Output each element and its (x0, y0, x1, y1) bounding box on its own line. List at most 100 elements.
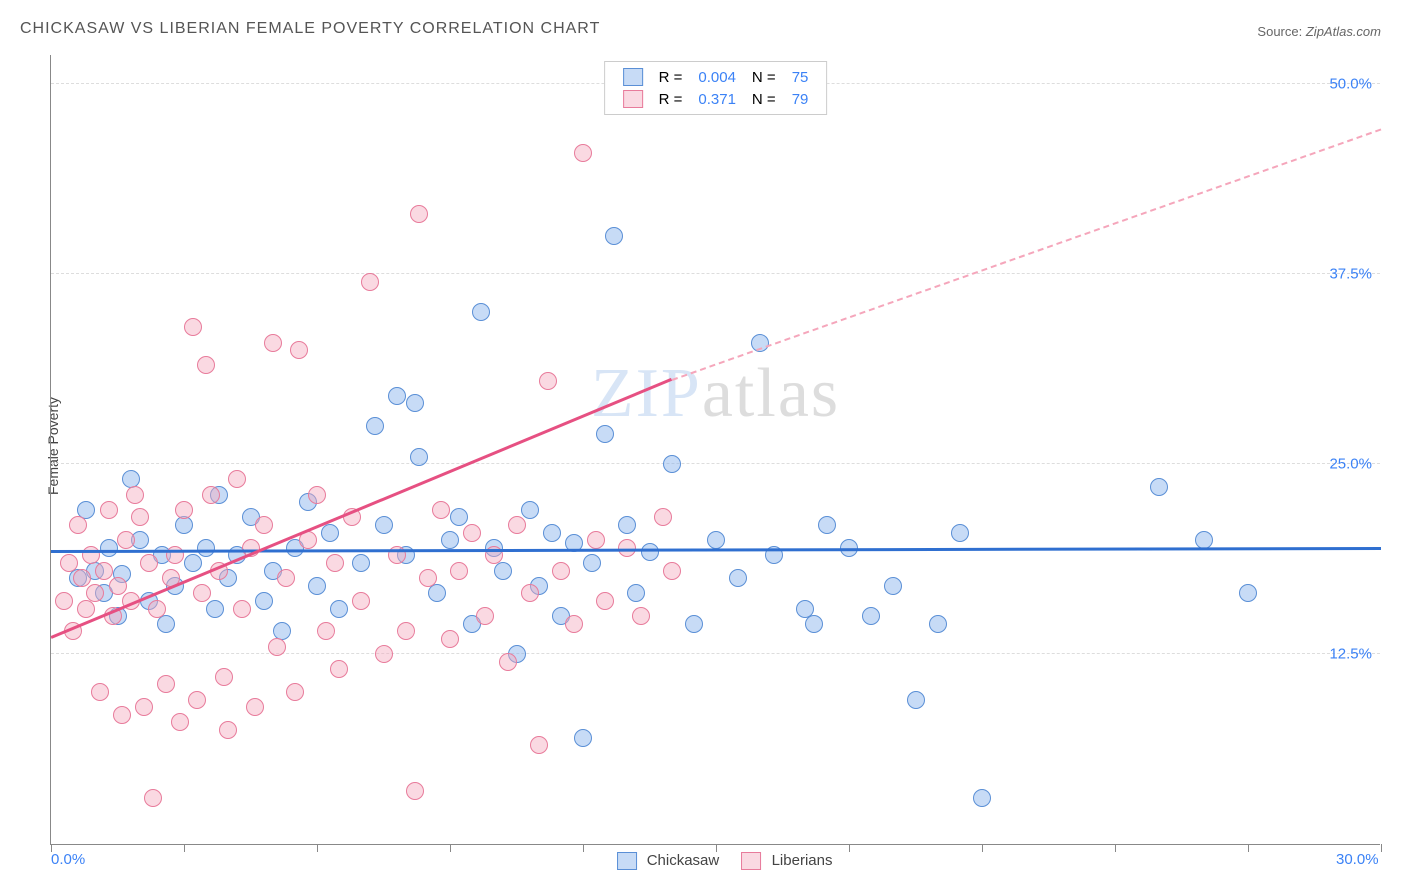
trend-line-dashed (671, 128, 1381, 381)
ytick-label: 50.0% (1329, 76, 1372, 93)
point-liberians (361, 273, 379, 291)
point-liberians (596, 592, 614, 610)
point-liberians (246, 698, 264, 716)
point-liberians (308, 486, 326, 504)
point-liberians (255, 516, 273, 534)
point-liberians (463, 524, 481, 542)
point-chickasaw (410, 448, 428, 466)
point-liberians (552, 562, 570, 580)
point-chickasaw (197, 539, 215, 557)
point-chickasaw (450, 508, 468, 526)
scatter-plot-area: ZIPatlas R =0.004 N =75 R =0.371 N =79 C… (50, 55, 1380, 845)
watermark: ZIPatlas (591, 354, 840, 434)
xtick (716, 844, 717, 852)
point-liberians (587, 531, 605, 549)
point-chickasaw (729, 569, 747, 587)
point-liberians (290, 341, 308, 359)
point-liberians (202, 486, 220, 504)
watermark-zip: ZIP (591, 355, 702, 432)
swatch-bottom-liberians (741, 852, 761, 870)
point-chickasaw (663, 455, 681, 473)
legend-label-liberians: Liberians (772, 852, 833, 869)
xtick (1381, 844, 1382, 852)
point-liberians (330, 660, 348, 678)
xtick (1115, 844, 1116, 852)
point-liberians (268, 638, 286, 656)
point-liberians (197, 356, 215, 374)
point-liberians (432, 501, 450, 519)
point-chickasaw (521, 501, 539, 519)
point-liberians (565, 615, 583, 633)
point-liberians (264, 334, 282, 352)
point-chickasaw (818, 516, 836, 534)
n-value-chickasaw: 75 (784, 66, 817, 88)
swatch-bottom-chickasaw (617, 852, 637, 870)
point-chickasaw (929, 615, 947, 633)
ytick-label: 12.5% (1329, 646, 1372, 663)
point-chickasaw (641, 543, 659, 561)
xtick-label: 0.0% (51, 851, 85, 868)
point-chickasaw (973, 789, 991, 807)
point-liberians (95, 562, 113, 580)
point-liberians (632, 607, 650, 625)
point-chickasaw (574, 729, 592, 747)
point-liberians (77, 600, 95, 618)
point-chickasaw (862, 607, 880, 625)
ytick-label: 25.0% (1329, 456, 1372, 473)
point-liberians (499, 653, 517, 671)
point-liberians (60, 554, 78, 572)
point-chickasaw (388, 387, 406, 405)
point-chickasaw (406, 394, 424, 412)
point-chickasaw (441, 531, 459, 549)
point-liberians (113, 706, 131, 724)
point-chickasaw (805, 615, 823, 633)
xtick (317, 844, 318, 852)
point-liberians (144, 789, 162, 807)
point-chickasaw (1239, 584, 1257, 602)
point-chickasaw (618, 516, 636, 534)
point-chickasaw (472, 303, 490, 321)
point-liberians (100, 501, 118, 519)
gridline-h (51, 273, 1380, 274)
point-chickasaw (907, 691, 925, 709)
point-liberians (352, 592, 370, 610)
point-chickasaw (494, 562, 512, 580)
point-liberians (233, 600, 251, 618)
point-liberians (215, 668, 233, 686)
point-chickasaw (707, 531, 725, 549)
point-chickasaw (428, 584, 446, 602)
point-liberians (175, 501, 193, 519)
r-value-liberians: 0.371 (690, 88, 744, 110)
point-chickasaw (308, 577, 326, 595)
point-liberians (326, 554, 344, 572)
point-liberians (450, 562, 468, 580)
point-liberians (117, 531, 135, 549)
point-liberians (69, 516, 87, 534)
point-chickasaw (352, 554, 370, 572)
legend-row-liberians: R =0.371 N =79 (615, 88, 817, 110)
point-liberians (91, 683, 109, 701)
point-liberians (86, 584, 104, 602)
n-value-liberians: 79 (784, 88, 817, 110)
legend-row-chickasaw: R =0.004 N =75 (615, 66, 817, 88)
ytick-label: 37.5% (1329, 266, 1372, 283)
point-chickasaw (543, 524, 561, 542)
source-attribution: Source: ZipAtlas.com (1257, 24, 1381, 39)
point-liberians (55, 592, 73, 610)
point-chickasaw (596, 425, 614, 443)
point-chickasaw (583, 554, 601, 572)
point-liberians (476, 607, 494, 625)
point-chickasaw (157, 615, 175, 633)
r-value-chickasaw: 0.004 (690, 66, 744, 88)
point-liberians (397, 622, 415, 640)
source-value: ZipAtlas.com (1306, 24, 1381, 39)
gridline-h (51, 653, 1380, 654)
point-liberians (148, 600, 166, 618)
point-liberians (131, 508, 149, 526)
point-liberians (419, 569, 437, 587)
point-chickasaw (375, 516, 393, 534)
point-liberians (193, 584, 211, 602)
point-chickasaw (884, 577, 902, 595)
point-liberians (530, 736, 548, 754)
point-liberians (441, 630, 459, 648)
